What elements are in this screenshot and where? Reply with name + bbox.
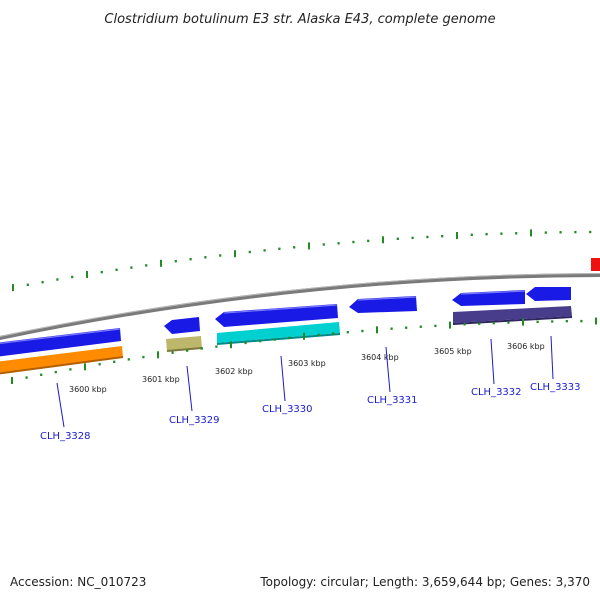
gene-label-clh-3332[interactable]: CLH_3332 [471, 387, 522, 398]
inner-tick-ring [11, 317, 597, 384]
gene-label-clh-3333[interactable]: CLH_3333 [530, 382, 581, 393]
kbp-labels: 3600 kbp 3601 kbp 3602 kbp 3603 kbp 3604… [69, 342, 545, 394]
gene-label-clh-3328[interactable]: CLH_3328 [40, 431, 91, 442]
cds-arrow-3330 [215, 304, 338, 327]
tick-label-3601: 3601 kbp [142, 375, 180, 384]
cds-track [0, 287, 571, 357]
map-title: Clostridium botulinum E3 str. Alaska E43… [104, 12, 495, 27]
gene-leaders [56, 335, 554, 428]
tick-label-3606: 3606 kbp [507, 342, 545, 351]
backbone-arc [0, 273, 600, 341]
cds-arrow-3329 [164, 317, 200, 334]
cds-arrow-3333 [526, 287, 571, 301]
tick-label-3605: 3605 kbp [434, 347, 472, 356]
gene-label-clh-3329[interactable]: CLH_3329 [169, 415, 220, 426]
genome-summary-text: Topology: circular; Length: 3,659,644 bp… [259, 575, 590, 589]
tick-label-3600: 3600 kbp [69, 385, 107, 394]
backbone-highlight [0, 273, 600, 337]
orange-bar [0, 346, 123, 374]
khaki-bar [166, 336, 202, 351]
slate-bar [453, 306, 572, 323]
tick-label-3604: 3604 kbp [361, 353, 399, 362]
outer-tick-ring [12, 229, 592, 292]
cds-arrow-3331 [349, 296, 417, 313]
accession-text: Accession: NC_010723 [10, 575, 146, 589]
gene-label-clh-3331[interactable]: CLH_3331 [367, 395, 418, 406]
red-feature [591, 258, 600, 271]
cds-arrow-3328 [0, 328, 121, 357]
gene-label-clh-3330[interactable]: CLH_3330 [262, 404, 313, 415]
tick-label-3603: 3603 kbp [288, 359, 326, 368]
cyan-bar [217, 322, 340, 343]
tick-label-3602: 3602 kbp [215, 367, 253, 376]
gene-labels: CLH_3328 CLH_3329 CLH_3330 CLH_3331 CLH_… [40, 382, 581, 442]
